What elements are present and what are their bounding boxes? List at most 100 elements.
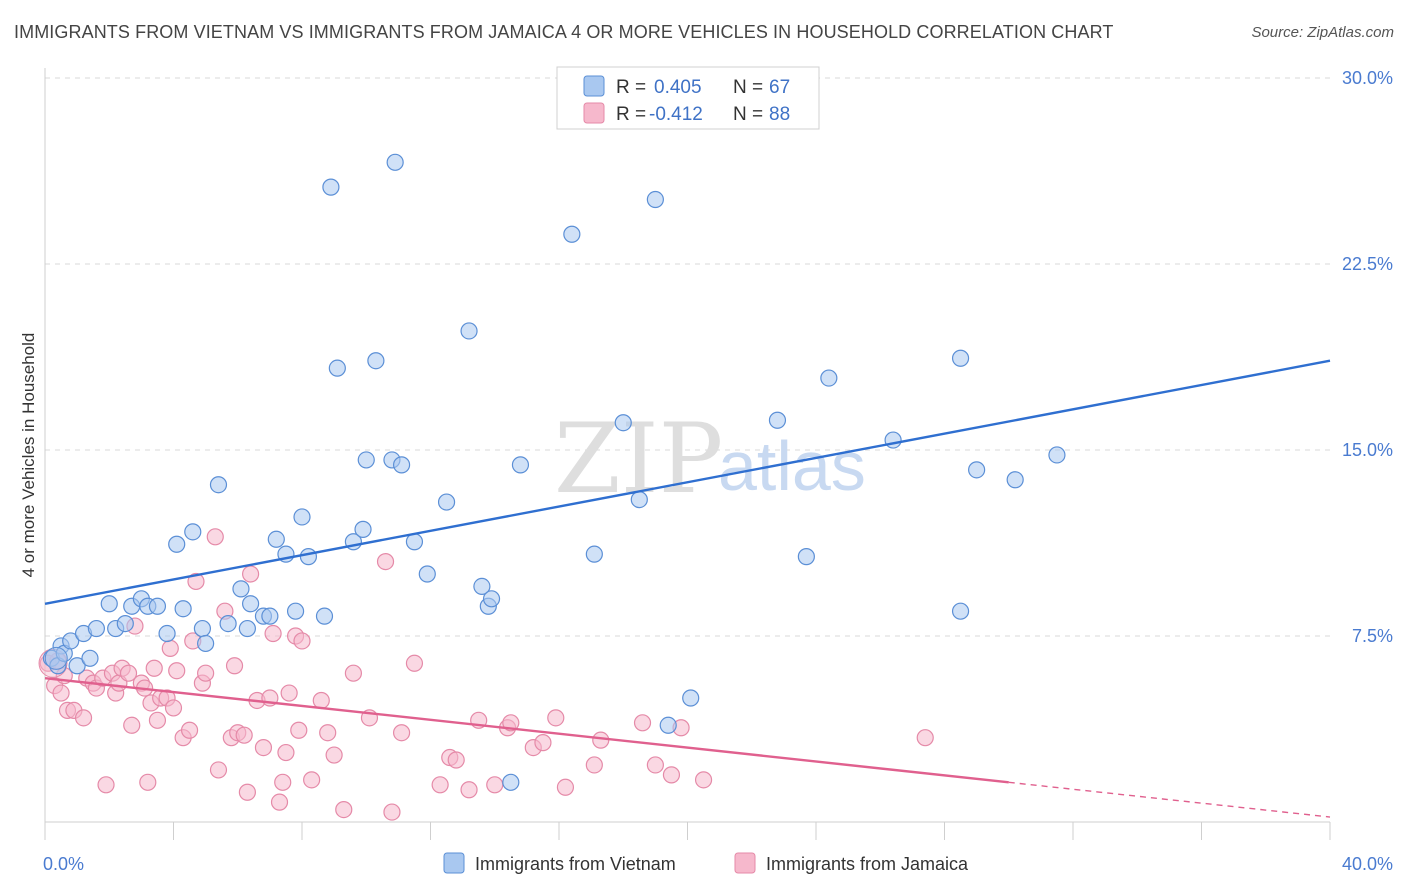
point-jamaica-62 [344,664,362,682]
y-tick-label-2: 22.5% [1342,254,1393,274]
point-jamaica-17 [119,664,138,682]
trend-line-jamaica-extension [1008,781,1331,818]
point-vietnam-21 [197,634,215,653]
point-vietnam-5 [68,657,86,675]
point-vietnam-32 [293,508,311,526]
legend-box: R = 0.405 N = 67 R = -0.412 N = 88 [556,66,820,130]
point-vietnam-58 [659,716,677,734]
point-jamaica-83 [646,756,664,774]
point-jamaica-65 [383,803,401,821]
point-vietnam-35 [322,178,340,196]
point-jamaica-18 [123,716,141,734]
point-vietnam-53 [563,225,581,243]
point-jamaica-49 [264,624,282,643]
point-vietnam-68 [1048,446,1066,464]
bottom-legend: Immigrants from Vietnam Immigrants from … [443,852,969,874]
point-jamaica-12 [97,776,115,794]
point-vietnam-15 [148,597,167,615]
point-jamaica-70 [447,751,465,769]
point-jamaica-59 [319,724,337,742]
point-jamaica-51 [274,773,292,791]
point-jamaica-86 [694,771,713,789]
point-jamaica-36 [197,664,215,682]
source-label: Source: ZipAtlas.com [1251,24,1394,41]
grid-layer [45,77,1330,637]
point-jamaica-29 [164,699,183,717]
point-jamaica-71 [460,781,478,799]
point-vietnam-50 [482,590,501,608]
legend-r-label-jamaica: R = [616,104,646,125]
point-jamaica-61 [335,800,353,819]
point-vietnam-46 [437,493,456,511]
x-tick-label-0: 0.0% [43,854,84,874]
point-jamaica-47 [254,738,273,757]
bottom-legend-label-vietnam: Immigrants from Vietnam [475,854,676,874]
point-vietnam-60 [768,411,787,429]
point-vietnam-39 [357,451,375,469]
point-vietnam-34 [315,607,334,625]
y-tick-label-3: 30.0% [1342,68,1393,88]
point-vietnam-31 [286,602,305,620]
point-jamaica-53 [280,684,298,702]
point-jamaica-38 [209,761,228,779]
point-vietnam-61 [797,548,815,566]
bottom-legend-swatch-jamaica [734,852,756,874]
point-vietnam-18 [174,600,192,618]
point-vietnam-43 [392,456,411,474]
point-vietnam-9 [100,595,118,613]
legend-n-value-vietnam: 67 [769,77,790,98]
legend-n-label-vietnam: N = [733,77,763,98]
point-jamaica-30 [168,662,186,680]
point-jamaica-81 [592,731,610,749]
point-vietnam-36 [328,359,346,377]
point-vietnam-38 [354,520,372,538]
point-vietnam-42 [386,153,404,171]
point-jamaica-78 [547,709,565,727]
point-vietnam-16 [158,624,176,643]
point-vietnam-22 [209,476,228,494]
point-vietnam-52 [502,773,520,791]
point-jamaica-67 [405,654,424,672]
point-vietnam-65 [951,602,970,620]
point-vietnam-47 [460,322,478,340]
point-vietnam-7 [81,649,99,667]
trend-line-jamaica [44,676,1009,784]
watermark-atlas: atlas [718,427,866,505]
point-jamaica-37 [206,528,224,546]
point-jamaica-84 [662,766,681,784]
point-jamaica-58 [312,691,330,710]
point-jamaica-28 [161,639,179,658]
point-vietnam-17 [168,535,186,553]
legend-n-label-jamaica: N = [733,104,763,125]
point-jamaica-25 [148,711,167,729]
point-vietnam-8 [87,619,106,638]
point-jamaica-82 [633,714,652,732]
point-vietnam-51 [511,456,530,474]
point-vietnam-cluster [44,646,68,670]
point-jamaica-44 [238,783,256,801]
point-vietnam-48 [473,577,491,596]
point-vietnam-45 [418,565,436,583]
point-jamaica-34 [187,572,205,591]
point-jamaica-77 [534,734,552,752]
point-vietnam-59 [682,689,700,707]
point-vietnam-24 [232,580,250,598]
series-jamaica-points [38,528,934,821]
point-jamaica-3 [52,684,70,702]
y-axis-label: 4 or more Vehicles in Household [19,333,38,578]
point-vietnam-33 [299,548,318,566]
point-vietnam-11 [116,614,134,633]
point-vietnam-63 [884,431,902,449]
point-jamaica-43 [235,726,253,744]
bottom-legend-swatch-vietnam [443,852,465,874]
point-jamaica-52 [277,743,295,762]
point-vietnam-64 [951,349,970,367]
y-tick-label-0: 7.5% [1352,626,1393,646]
point-jamaica-50 [270,793,289,811]
legend-swatch-vietnam [583,75,605,97]
point-jamaica-64 [376,552,395,571]
point-jamaica-57 [303,771,321,789]
point-jamaica-66 [392,724,411,742]
point-vietnam-40 [367,352,385,370]
